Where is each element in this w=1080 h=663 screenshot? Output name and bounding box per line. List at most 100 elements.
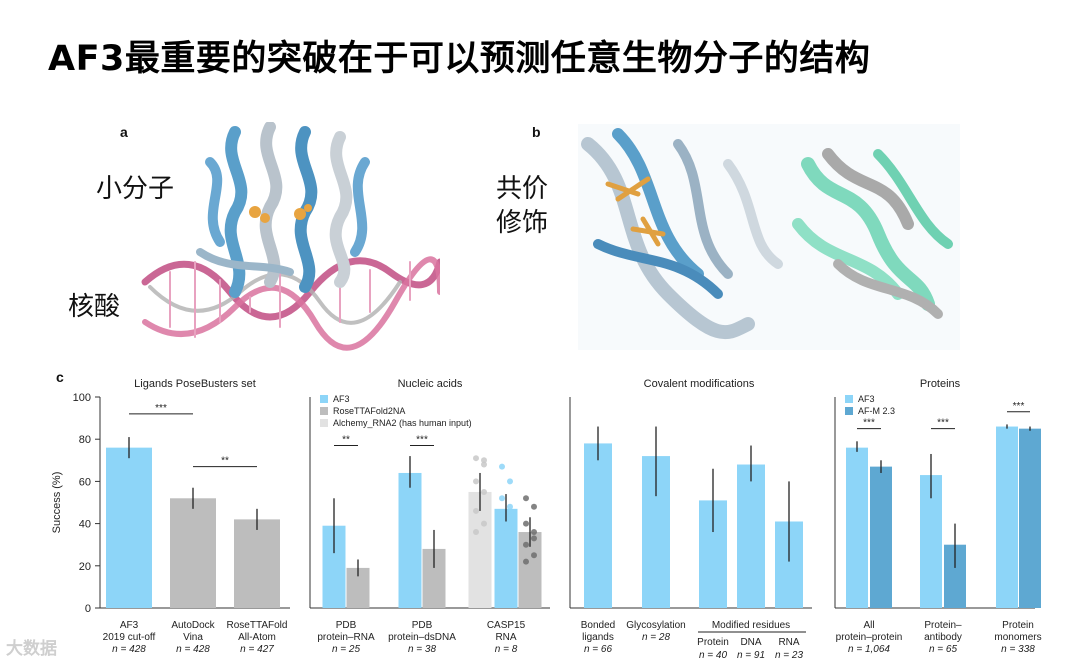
data-point-1-2 [499, 495, 505, 502]
x-label-1-0: PDB [336, 620, 357, 631]
label-small-molecule: 小分子 [96, 174, 175, 204]
x-label-0-1: AutoDock [171, 620, 215, 631]
legend-swatch-3-1 [845, 407, 853, 415]
y-tick-label-0: 0 [85, 603, 91, 615]
x-label2-3-0: protein–protein [836, 632, 903, 643]
bar-1-0 [322, 525, 346, 608]
bar-1-5 [494, 508, 518, 608]
chart-title-3: Proteins [920, 378, 961, 390]
y-tick-label-80: 80 [79, 434, 91, 446]
data-point-1-3 [507, 503, 513, 510]
data-point-0-2 [473, 478, 479, 485]
n-label-2-4: n = 23 [775, 650, 804, 661]
n-label-1-2: n = 8 [495, 644, 518, 655]
bar-2-3 [737, 464, 765, 608]
slide-title: AF3最重要的突破在于可以预测任意生物分子的结构 [48, 39, 871, 79]
sig-1-0: ** [342, 435, 350, 446]
data-point-0-7 [481, 457, 487, 464]
x-label-0-2: RoseTTAFold [227, 620, 288, 631]
x-label2-3-1: antibody [924, 632, 962, 643]
data-point-1-4 [499, 512, 505, 519]
x-label2-1-2: RNA [495, 632, 516, 643]
chart-title-1: Nucleic acids [398, 378, 463, 390]
n-label-0-2: n = 427 [240, 644, 274, 655]
label-nucleic-acid: 核酸 [68, 292, 121, 322]
protein-dna-structure-image [141, 122, 440, 351]
bar-3-0 [846, 447, 868, 608]
n-label-1-1: n = 38 [408, 644, 437, 655]
x-label-1-2: CASP15 [487, 620, 526, 631]
bar-0-2 [234, 519, 280, 608]
bar-0-1 [170, 498, 216, 608]
legend-label-1-1: RoseTTAFold2NA [333, 406, 405, 416]
n-label-3-0: n = 1,064 [848, 644, 890, 655]
label-covalent-line1: 共价 [496, 174, 549, 204]
data-point-0-5 [481, 520, 487, 527]
data-point-2-4 [523, 541, 529, 548]
bar-3-3 [944, 544, 966, 608]
n-label-0-1: n = 428 [176, 644, 210, 655]
x-label-3-2: Protein [1002, 620, 1034, 631]
data-point-0-1 [481, 461, 487, 468]
bar-1-3 [422, 548, 446, 608]
legend-swatch-1-0 [320, 395, 328, 403]
legend-swatch-1-1 [320, 407, 328, 415]
bar-1-6 [518, 532, 542, 608]
x-label2-0-0: 2019 cut-off [103, 632, 156, 643]
bar-3-1 [870, 466, 892, 608]
label-covalent-line2: 修饰 [496, 208, 549, 238]
sig-3-1: *** [937, 418, 949, 429]
n-label-2-0: n = 66 [584, 644, 613, 655]
chart-title-2: Covalent modifications [644, 378, 755, 390]
x-label-2-0: Bonded [581, 620, 615, 631]
panel-c-letter: c [56, 369, 64, 385]
data-point-1-0 [499, 463, 505, 470]
y-tick-label-40: 40 [79, 519, 91, 531]
data-point-2-7 [531, 535, 537, 542]
chart-title-0: Ligands PoseBusters set [134, 378, 256, 390]
bar-2-0 [584, 443, 612, 608]
n-label-3-1: n = 65 [929, 644, 958, 655]
legend-swatch-1-2 [320, 419, 328, 427]
x-label-2-4: RNA [778, 637, 799, 648]
data-point-0-6 [473, 529, 479, 536]
y-axis-label: Success (%) [51, 472, 63, 534]
data-point-2-2 [523, 520, 529, 527]
sig-3-0: *** [863, 418, 875, 429]
data-point-1-5 [507, 520, 513, 527]
n-label-2-1: n = 28 [642, 632, 671, 643]
x-label2-0-2: All-Atom [238, 632, 276, 643]
data-point-2-0 [523, 495, 529, 502]
bar-3-5 [1019, 428, 1041, 608]
x-label-3-0: All [863, 620, 874, 631]
n-label-2-2: n = 40 [699, 650, 728, 661]
x-label-2-1: Glycosylation [626, 620, 685, 631]
y-tick-label-100: 100 [73, 392, 91, 404]
legend-label-3-1: AF-M 2.3 [858, 406, 895, 416]
n-label-3-2: n = 338 [1001, 644, 1035, 655]
y-tick-label-60: 60 [79, 476, 91, 488]
legend-label-1-2: Alchemy_RNA2 (has human input) [333, 418, 472, 428]
label-covalent: 共价 修饰 [496, 172, 556, 240]
bar-1-2 [398, 472, 422, 608]
x-label2-3-2: monomers [994, 632, 1041, 643]
panel-a-letter: a [120, 124, 128, 140]
x-label2-0-1: Vina [183, 632, 203, 643]
bar-3-2 [920, 475, 942, 608]
bar-0-0 [106, 447, 152, 608]
covalent-modification-structure-image [578, 124, 960, 350]
legend-label-1-0: AF3 [333, 394, 350, 404]
x-label-2-2: Protein [697, 637, 729, 648]
sig-1-1: *** [416, 435, 428, 446]
x-label-2-3: DNA [740, 637, 761, 648]
data-point-0-3 [481, 488, 487, 495]
legend-swatch-3-0 [845, 395, 853, 403]
data-point-2-6 [523, 558, 529, 565]
legend-label-3-0: AF3 [858, 394, 875, 404]
x-label2-1-0: protein–RNA [317, 632, 375, 643]
x-label2-2-0: ligands [582, 632, 614, 643]
n-label-2-3: n = 91 [737, 650, 765, 661]
n-label-1-0: n = 25 [332, 644, 361, 655]
bar-1-4 [468, 491, 492, 608]
